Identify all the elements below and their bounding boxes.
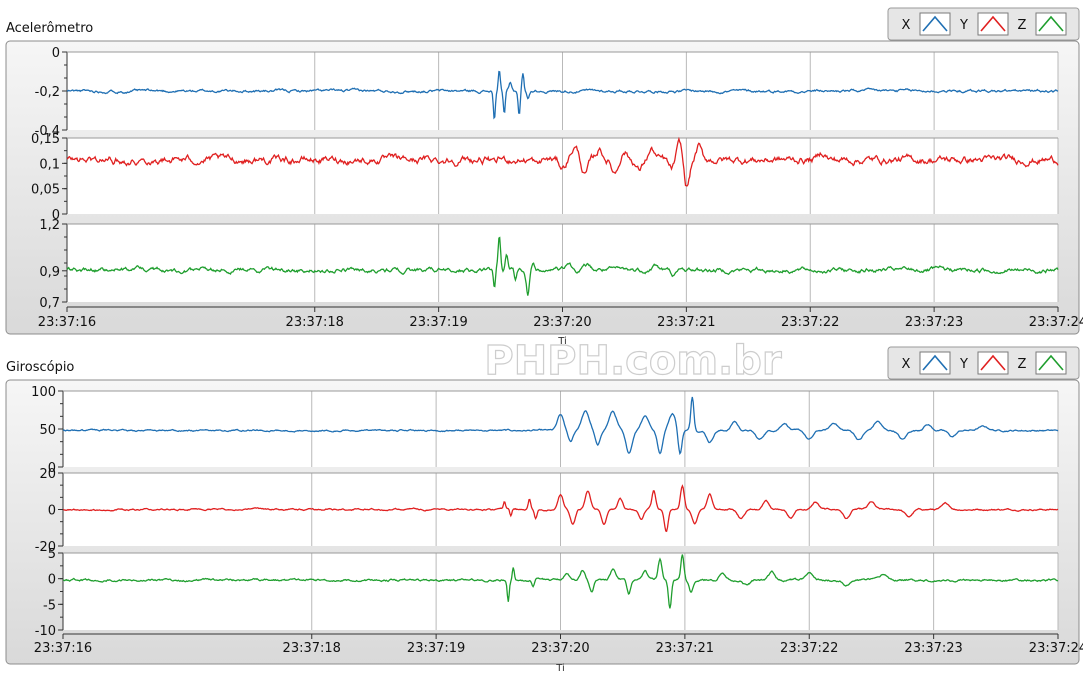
series-line-z <box>66 236 1059 296</box>
x-tick-label: 23:37:20 <box>531 641 589 656</box>
y-tick-label: -20 <box>35 540 56 555</box>
x-tick-label: 23:37:18 <box>283 641 341 656</box>
y-tick-label: 100 <box>31 385 56 400</box>
legend-label: X <box>902 357 911 372</box>
legend-line-sample-icon[interactable] <box>1035 12 1067 36</box>
subplot-z: 1,2 0,9 0,7 <box>39 218 1059 311</box>
legend-line-sample-icon[interactable] <box>919 12 951 36</box>
x-tick-label: 23:37:24 <box>1029 315 1083 330</box>
legend-line-sample-icon[interactable] <box>1035 351 1067 375</box>
y-tick-label: 0 <box>52 46 60 61</box>
y-tick-label: 0 <box>48 573 56 588</box>
legend-line-sample-icon[interactable] <box>977 351 1009 375</box>
legend-label: Z <box>1018 357 1027 372</box>
y-tick-label: 0 <box>48 461 56 476</box>
x-tick-label: 23:37:16 <box>38 315 96 330</box>
series-line-x <box>62 396 1059 456</box>
y-tick-label: -10 <box>35 624 56 639</box>
x-tick-label: 23:37:22 <box>780 641 838 656</box>
y-tick-label: 0,9 <box>39 265 60 280</box>
subplot-z: 5 0 -5 -10 <box>35 547 1059 639</box>
series-line-y <box>66 136 1059 187</box>
x-tick-label: 23:37:23 <box>904 641 962 656</box>
y-tick-label: 0,7 <box>39 296 60 311</box>
x-tick-label: 23:37:21 <box>656 641 714 656</box>
x-tick-label: 23:37:16 <box>34 641 92 656</box>
y-tick-label: 0,15 <box>31 132 60 147</box>
x-tick-label: 23:37:20 <box>533 315 591 330</box>
x-tick-label: 23:37:18 <box>286 315 344 330</box>
chart-title: Giroscópio <box>6 360 74 375</box>
legend-label: Y <box>959 357 968 372</box>
y-tick-label: 50 <box>39 423 56 438</box>
x-tick-label: 23:37:23 <box>905 315 963 330</box>
series-line-y <box>62 484 1059 533</box>
y-tick-label: -0,2 <box>35 85 60 100</box>
y-tick-label: 0 <box>48 504 56 519</box>
y-tick-label: -5 <box>43 598 56 613</box>
x-tick-label: 23:37:22 <box>781 315 839 330</box>
x-axis-label: Ti <box>557 336 567 347</box>
series-line-z <box>62 554 1059 609</box>
x-tick-label: 23:37:24 <box>1029 641 1083 656</box>
y-tick-label: 20 <box>39 467 56 482</box>
y-tick-label: 0 <box>52 208 60 223</box>
x-tick-label: 23:37:19 <box>407 641 465 656</box>
legend-line-sample-icon[interactable] <box>919 351 951 375</box>
series-line-x <box>66 70 1059 120</box>
legend[interactable]: X Y Z <box>887 7 1080 41</box>
subplot-x: 100 50 0 <box>31 385 1059 476</box>
x-axis: 23:37:16 23:37:18 23:37:19 23:37:20 23:37:21… <box>38 306 1083 347</box>
y-tick-label: 5 <box>48 547 56 562</box>
y-tick-label: 1,2 <box>39 218 60 233</box>
x-axis: 23:37:16 23:37:18 23:37:19 23:37:20 23:37:21… <box>34 633 1083 674</box>
x-tick-label: 23:37:19 <box>409 315 467 330</box>
legend-label: Y <box>959 18 968 33</box>
x-tick-label: 23:37:21 <box>657 315 715 330</box>
subplot-y: 0,15 0,1 0,05 0 <box>31 132 1059 223</box>
y-tick-label: 0,05 <box>31 183 60 198</box>
legend-line-sample-icon[interactable] <box>977 12 1009 36</box>
legend-label: Z <box>1018 18 1027 33</box>
watermark: PHPH.com.br <box>484 338 781 384</box>
x-axis-label: Ti <box>555 663 565 674</box>
legend-label: X <box>902 18 911 33</box>
y-tick-label: -0,4 <box>35 124 60 139</box>
chart-title: Acelerômetro <box>6 21 93 36</box>
legend[interactable]: X Y Z <box>887 346 1080 380</box>
subplot-x: 0 -0,2 -0,4 <box>35 46 1059 139</box>
subplot-y: 20 0 -20 <box>35 467 1059 555</box>
y-tick-label: 0,1 <box>39 157 60 172</box>
